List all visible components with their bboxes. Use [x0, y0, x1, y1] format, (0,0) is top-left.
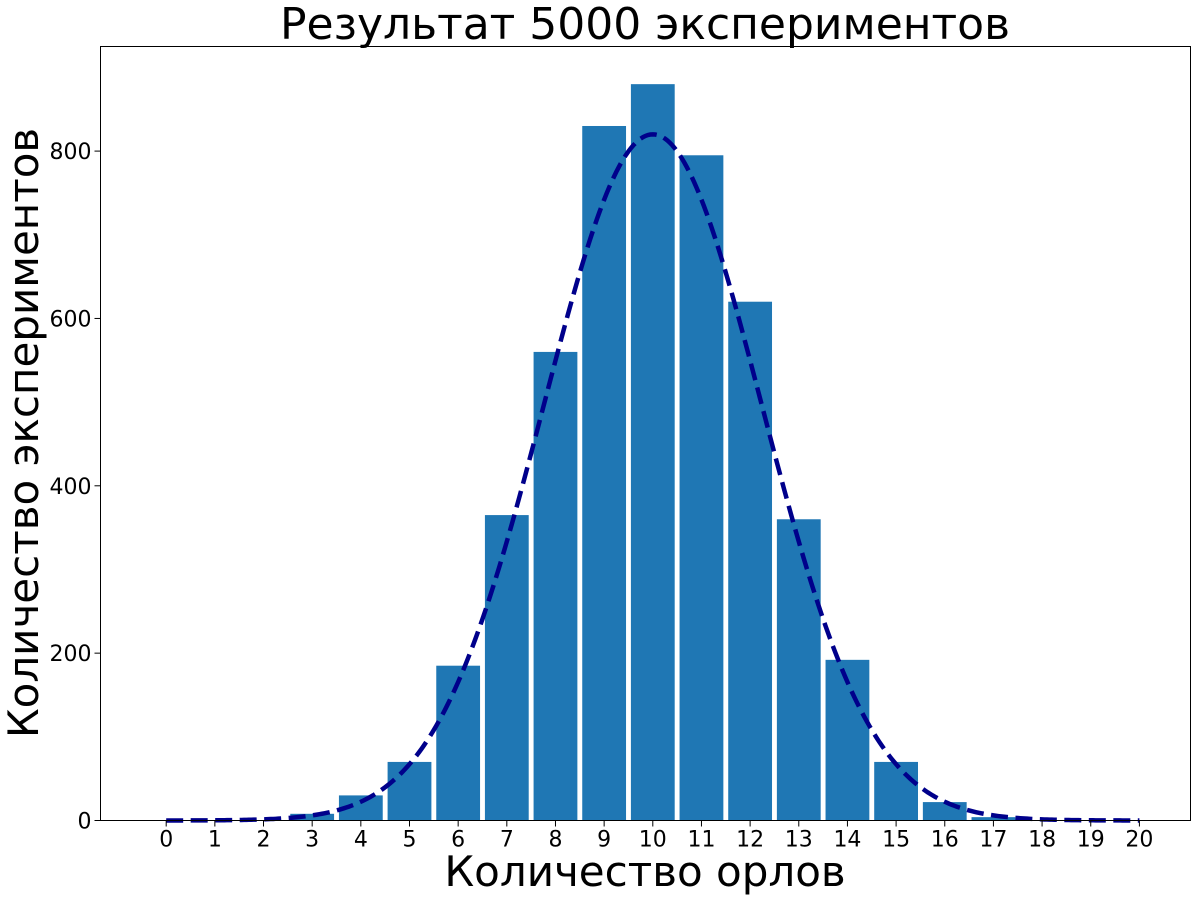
normal-curve — [166, 132, 1140, 823]
bar-14 — [825, 659, 870, 821]
plot-frame — [100, 46, 1191, 821]
bar-9 — [582, 125, 627, 821]
x-tick-label: 10 — [639, 828, 667, 853]
bar-5 — [387, 761, 432, 821]
bar-8 — [533, 351, 578, 821]
x-tick-label: 15 — [882, 828, 910, 853]
bar-7 — [484, 515, 529, 821]
x-tick-label: 7 — [500, 828, 514, 853]
x-tick-label: 3 — [305, 828, 319, 853]
bar-11 — [679, 155, 724, 821]
x-tick-label: 6 — [451, 828, 465, 853]
x-tick-label: 16 — [931, 828, 959, 853]
bar-6 — [436, 665, 481, 821]
bar-10 — [630, 84, 675, 821]
x-tick-label: 5 — [402, 828, 416, 853]
y-tick-label: 0 — [78, 810, 92, 835]
y-tick-label: 600 — [50, 307, 92, 332]
x-tick-label: 17 — [979, 828, 1007, 853]
y-axis-label: Количество экспериментов — [0, 128, 48, 738]
x-axis-label: Количество орлов — [444, 847, 845, 896]
x-tick-label: 1 — [208, 828, 222, 853]
x-tick-label: 19 — [1077, 828, 1105, 853]
y-tick-label: 200 — [50, 642, 92, 667]
x-tick-label: 13 — [785, 828, 813, 853]
y-axis: 0 200 400 600 800 — [50, 140, 101, 835]
bars-group — [290, 84, 1016, 821]
bar-16 — [922, 802, 967, 821]
x-tick-label: 11 — [687, 828, 715, 853]
bar-3 — [290, 813, 335, 821]
x-tick-label: 8 — [548, 828, 562, 853]
chart-title: Результат 5000 экспериментов — [280, 0, 1010, 50]
x-axis: 0 1 2 3 4 5 6 7 8 9 10 11 12 13 14 15 16 17 18 19 20 — [159, 820, 1153, 853]
bar-15 — [874, 761, 918, 821]
bar-12 — [728, 301, 773, 821]
x-tick-label: 4 — [354, 828, 368, 853]
bar-17 — [971, 817, 1016, 821]
x-tick-label: 9 — [597, 828, 611, 853]
x-tick-label: 12 — [736, 828, 764, 853]
x-tick-label: 18 — [1028, 828, 1056, 853]
x-tick-label: 20 — [1125, 828, 1153, 853]
y-tick-label: 800 — [50, 140, 92, 165]
curve-group — [166, 132, 1140, 823]
x-tick-label: 0 — [159, 828, 173, 853]
x-tick-label: 14 — [833, 828, 861, 853]
x-tick-label: 2 — [257, 828, 271, 853]
y-tick-label: 400 — [50, 475, 92, 500]
bar-13 — [776, 519, 821, 821]
